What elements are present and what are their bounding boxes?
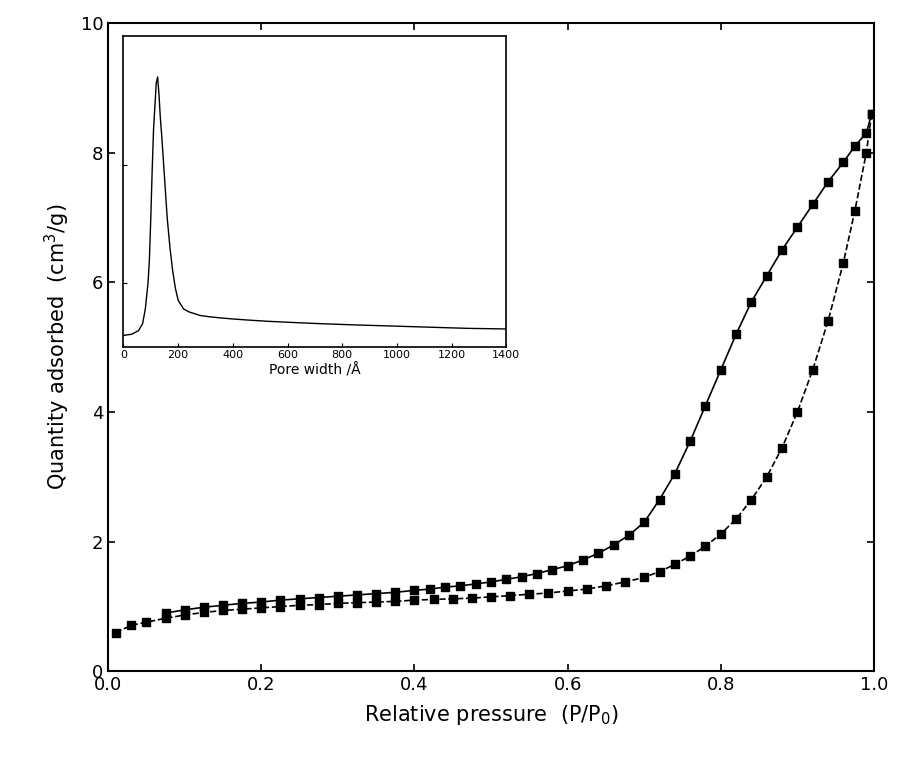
Point [668, 468, 682, 480]
Point [683, 435, 697, 447]
Point [159, 607, 173, 620]
Point [388, 586, 403, 598]
Point [790, 221, 805, 233]
Point [369, 588, 384, 600]
Point [216, 604, 231, 617]
Point [579, 583, 594, 595]
Point [805, 364, 820, 376]
Point [273, 600, 287, 613]
Point [652, 494, 667, 506]
Point [606, 539, 621, 551]
Point [560, 559, 575, 571]
Point [618, 576, 633, 588]
Point [292, 599, 306, 611]
Point [576, 554, 590, 566]
Point [503, 590, 517, 602]
Point [438, 581, 452, 594]
Point [821, 175, 835, 188]
Point [177, 609, 192, 621]
Point [637, 516, 651, 528]
Point [514, 571, 529, 583]
Point [139, 616, 153, 628]
Point [848, 140, 862, 152]
Point [254, 602, 268, 614]
Point [159, 612, 173, 624]
Point [760, 270, 774, 282]
Point [744, 494, 759, 506]
Point [836, 256, 851, 269]
Point [714, 364, 728, 376]
Point [469, 578, 483, 590]
Point [350, 589, 364, 601]
Point [668, 559, 682, 571]
Point [545, 564, 560, 576]
Point [123, 620, 139, 632]
Point [714, 528, 728, 540]
Point [622, 530, 636, 542]
Point [683, 550, 697, 562]
Point [292, 593, 306, 605]
Point [426, 594, 441, 606]
Point [312, 598, 326, 610]
Point [760, 471, 774, 483]
Point [196, 607, 211, 619]
Point [216, 599, 231, 611]
Point [196, 601, 211, 613]
Y-axis label: Quantity adsorbed  $\rm(cm^3/g)$: Quantity adsorbed $\rm(cm^3/g)$ [43, 204, 72, 491]
Point [499, 573, 514, 585]
Point [484, 591, 498, 603]
Point [530, 568, 544, 580]
Point [407, 584, 422, 597]
Point [744, 295, 759, 307]
Point [598, 580, 613, 592]
Point [465, 592, 479, 604]
Point [729, 513, 743, 525]
Point [331, 597, 345, 610]
Point [484, 576, 498, 588]
Point [775, 442, 789, 454]
Point [591, 547, 605, 559]
Point [331, 590, 345, 602]
Point [423, 583, 437, 595]
Point [312, 591, 326, 604]
Point [729, 328, 743, 340]
Point [235, 603, 250, 615]
Point [108, 626, 123, 639]
Point [177, 604, 192, 616]
Point [864, 108, 878, 120]
Point [836, 156, 851, 169]
Point [860, 127, 874, 139]
Point [388, 595, 403, 607]
Point [273, 594, 287, 606]
Point [542, 587, 556, 599]
Point [254, 596, 268, 608]
Point [698, 400, 713, 412]
Point [860, 146, 874, 159]
Point [805, 198, 820, 211]
Point [848, 204, 862, 217]
Point [821, 315, 835, 327]
Point [369, 596, 384, 608]
Point [790, 406, 805, 418]
Point [235, 597, 250, 610]
Point [407, 594, 422, 606]
Point [453, 580, 468, 592]
Point [446, 593, 460, 605]
Point [775, 243, 789, 256]
Point [523, 588, 537, 600]
X-axis label: Relative pressure  $\rm(P/P_0)$: Relative pressure $\rm(P/P_0)$ [364, 703, 618, 726]
Point [637, 571, 651, 584]
Point [698, 540, 713, 552]
Point [560, 585, 575, 597]
Point [350, 597, 364, 609]
Point [652, 565, 667, 578]
Point [864, 108, 878, 120]
